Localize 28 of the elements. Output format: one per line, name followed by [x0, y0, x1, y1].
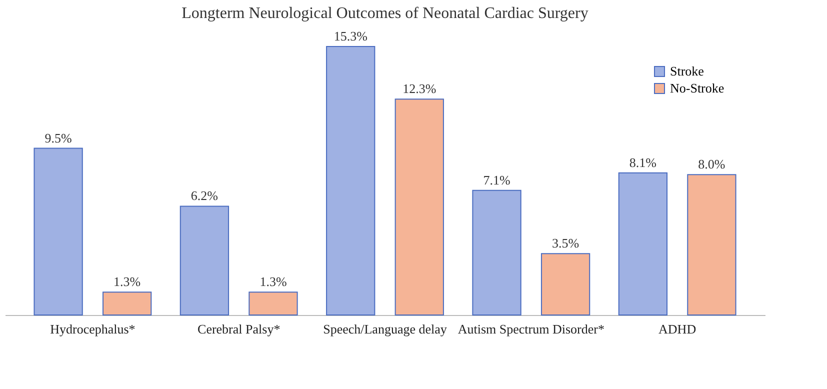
- bar: [248, 292, 298, 316]
- data-label: 7.1%: [483, 172, 510, 188]
- data-label: 1.3%: [114, 274, 141, 290]
- x-tick-label: Autism Spectrum Disorder*: [458, 322, 604, 336]
- data-label: 9.5%: [44, 130, 72, 146]
- bar: [394, 98, 444, 316]
- legend-label: No-Stroke: [670, 80, 724, 96]
- legend-label: Stroke: [670, 64, 704, 78]
- data-label: 1.3%: [260, 274, 287, 290]
- bar: [540, 253, 590, 316]
- bar: [180, 206, 230, 316]
- x-tick-label: Speech/Language delay: [323, 322, 448, 336]
- x-tick-label: Hydrocephalus*: [50, 322, 136, 336]
- bar: [102, 292, 152, 316]
- data-label: 8.0%: [698, 156, 726, 172]
- bar: [326, 46, 376, 316]
- data-label: 3.5%: [552, 236, 580, 251]
- bar: [472, 190, 522, 316]
- data-label: 8.1%: [629, 154, 657, 170]
- bar: [687, 174, 736, 316]
- bar: [34, 148, 83, 316]
- data-label: 12.3%: [402, 81, 436, 96]
- bar: [618, 172, 668, 316]
- chart-title: Longterm Neurological Outcomes of Neonatal Cardiac Surgery: [182, 5, 588, 22]
- x-tick-label: Cerebral Palsy*: [198, 322, 280, 336]
- data-label: 15.3%: [334, 28, 368, 44]
- x-tick-label: ADHD: [658, 322, 696, 336]
- data-label: 6.2%: [190, 188, 218, 204]
